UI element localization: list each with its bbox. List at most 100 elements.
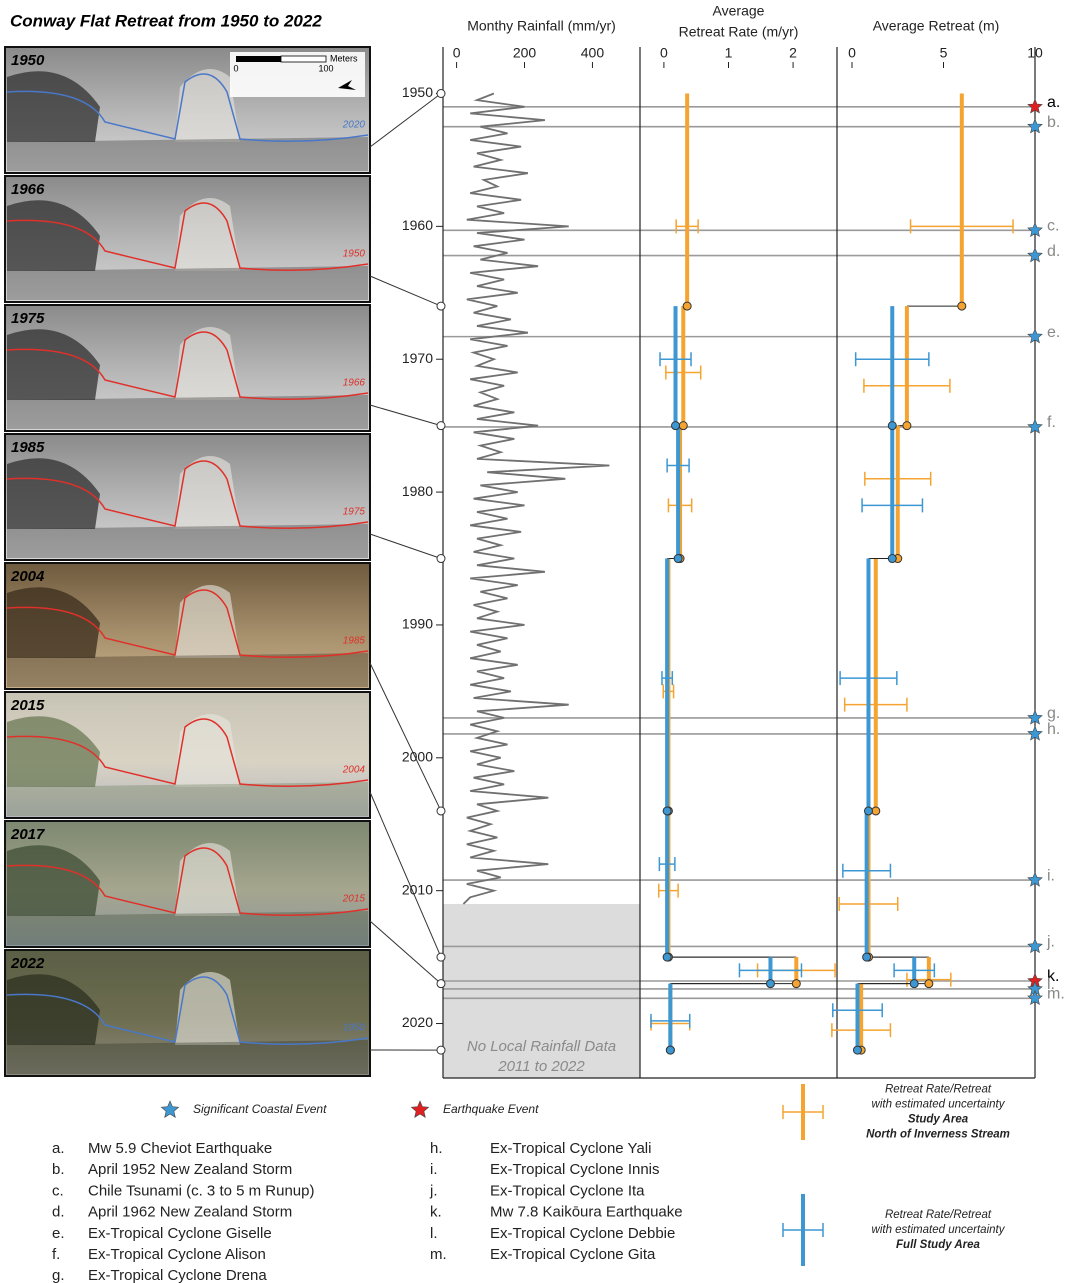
beach [7, 137, 368, 171]
event-letter: g. [1047, 705, 1060, 722]
photo-panel: 2017 2015 [4, 820, 442, 985]
photo-year: 2022 [10, 955, 45, 972]
scale-label: Meters [330, 53, 358, 63]
photo-year-point [436, 979, 446, 989]
event-list-description: April 1962 New Zealand Storm [88, 1204, 292, 1221]
shoreline [6, 202, 369, 271]
shoreline-label: 1950 [343, 249, 366, 260]
scale-tick: 100 [318, 63, 333, 73]
event-letter: d. [1047, 243, 1060, 260]
axis-title: Monthy Rainfall (mm/yr) [467, 18, 616, 34]
event-list-description: Ex-Tropical Cyclone Giselle [88, 1225, 272, 1242]
period-point [902, 421, 912, 431]
legend-text: Retreat Rate/Retreat [885, 1209, 992, 1221]
period-point [791, 979, 801, 989]
photo-panel: 1966 1950 [4, 175, 442, 307]
period-point [863, 806, 873, 816]
y-tick-label: 1960 [402, 217, 433, 233]
photo-year: 1950 [11, 52, 45, 69]
photo-year-point [436, 421, 446, 431]
shoreline [6, 73, 369, 142]
beach [7, 395, 368, 429]
photo-year-point [436, 952, 446, 962]
period-point [871, 806, 881, 816]
event-list-letter: k. [430, 1204, 442, 1221]
photo-year-point [436, 554, 446, 564]
event-list-letter: c. [52, 1182, 64, 1199]
event-letter: f. [1047, 414, 1056, 431]
period-point [665, 1045, 675, 1055]
period-point [862, 952, 872, 962]
photo-panel: 1975 1966 [4, 304, 442, 432]
shoreline-label: 1985 [343, 636, 366, 647]
x-tick-label: 1 [725, 45, 733, 61]
y-tick-label: 1970 [402, 350, 433, 366]
photo-year-point [436, 806, 446, 816]
event-list-description: Ex-Tropical Cyclone Yali [490, 1140, 651, 1157]
error-bar [659, 352, 692, 367]
photo-panel: 2004 1985 [4, 562, 442, 812]
error-bar [831, 1023, 892, 1038]
shoreline-label: 1966 [343, 378, 366, 389]
period-point [887, 421, 897, 431]
period-point [909, 979, 919, 989]
cliff-shadow [7, 71, 100, 142]
photo-connector [369, 791, 442, 958]
shoreline-label: 2004 [342, 765, 366, 776]
event-list-letter: m. [430, 1246, 447, 1263]
event-list-letter: j. [429, 1182, 438, 1199]
shoreline [6, 589, 369, 658]
event-star [1027, 725, 1043, 741]
error-bar [665, 365, 702, 380]
event-star [1027, 98, 1043, 114]
beach [7, 1040, 368, 1074]
event-star [1027, 247, 1043, 263]
event-list-description: Mw 5.9 Cheviot Earthquake [88, 1140, 272, 1157]
shoreline [6, 460, 369, 529]
event-letter: e. [1047, 324, 1060, 341]
shoreline [6, 718, 369, 787]
error-bar [675, 219, 699, 234]
error-bar [864, 471, 932, 486]
error-bar [650, 1013, 691, 1028]
error-bar [893, 963, 936, 978]
event-star [1027, 222, 1043, 238]
legend-label: Significant Coastal Event [193, 1102, 327, 1116]
error-bar [861, 498, 924, 513]
y-tick-label: 1950 [402, 84, 433, 100]
event-list-description: Ex-Tropical Cyclone Ita [490, 1182, 645, 1199]
legend-text: with estimated uncertainty [872, 1224, 1006, 1236]
cliff-shadow [7, 458, 100, 529]
shoreline [6, 847, 369, 916]
period-point [957, 301, 967, 311]
event-letter: l. [1047, 976, 1055, 993]
event-letter: i. [1047, 867, 1055, 884]
rainfall-line [462, 92, 610, 905]
period-point [682, 301, 692, 311]
photo-year: 2004 [10, 568, 45, 585]
photo-year: 2017 [10, 826, 45, 843]
photo-panel: 2015 2004 [4, 691, 442, 958]
x-tick-label: 400 [581, 45, 605, 61]
axis-title: Retreat Rate (m/yr) [679, 24, 799, 40]
event-list-description: Chile Tsunami (c. 3 to 5 m Runup) [88, 1182, 315, 1199]
photo-year: 2015 [10, 697, 45, 714]
event-list-letter: l. [430, 1225, 438, 1242]
period-point [852, 1045, 862, 1055]
axis-title: Average Retreat (m) [873, 18, 1000, 34]
event-list-letter: f. [52, 1246, 60, 1263]
y-tick-label: 2010 [402, 881, 433, 897]
event-star [1027, 871, 1043, 887]
beach [7, 911, 368, 945]
error-bar [863, 378, 951, 393]
shoreline [6, 331, 369, 400]
error-bar [738, 963, 803, 978]
period-point [765, 979, 775, 989]
cliff-shadow [7, 974, 100, 1045]
period-point [662, 806, 672, 816]
error-bar [854, 352, 930, 367]
beach [7, 266, 368, 300]
error-bar [661, 671, 674, 686]
shoreline [6, 976, 369, 1045]
